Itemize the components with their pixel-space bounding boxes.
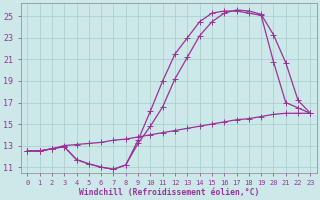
X-axis label: Windchill (Refroidissement éolien,°C): Windchill (Refroidissement éolien,°C) (79, 188, 259, 197)
